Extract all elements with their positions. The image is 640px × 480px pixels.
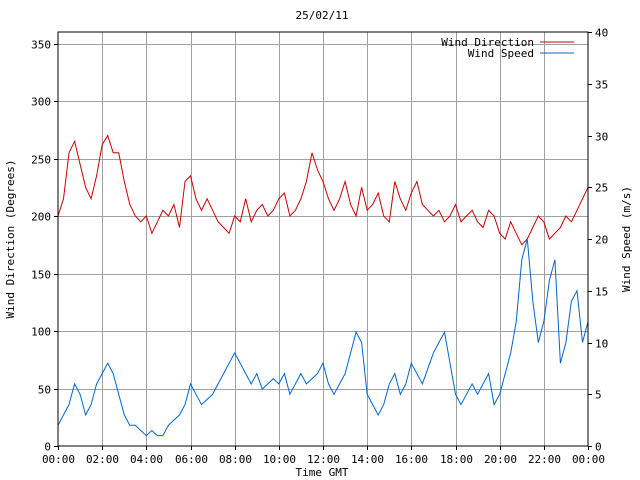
x-tick-label: 00:00 bbox=[42, 453, 75, 466]
x-tick-label: 02:00 bbox=[86, 453, 119, 466]
x-tick-labels: 00:00 02:00 04:00 06:00 08:00 10:00 12:00 14:00… bbox=[42, 453, 605, 466]
grid-lines bbox=[58, 32, 588, 446]
y-right-tick-label: 20 bbox=[595, 234, 608, 247]
y-right-tick-label: 10 bbox=[595, 338, 608, 351]
x-tick-label: 16:00 bbox=[395, 453, 428, 466]
series-line-wind-direction bbox=[57, 134, 589, 246]
x-tick-label: 22:00 bbox=[528, 453, 561, 466]
y-right-tick-labels: 0 5 10 15 20 25 30 35 40 bbox=[595, 27, 608, 454]
x-tick-label: 10:00 bbox=[263, 453, 296, 466]
y-right-tick-label: 5 bbox=[595, 389, 602, 402]
y-right-tick-label: 15 bbox=[595, 286, 608, 299]
y-right-tick-label: 35 bbox=[595, 79, 608, 92]
y-left-tick-label: 100 bbox=[31, 326, 51, 339]
y-right-tick-label: 0 bbox=[595, 441, 602, 454]
x-tick-label: 06:00 bbox=[175, 453, 208, 466]
legend: Wind Direction Wind Speed bbox=[441, 36, 574, 60]
y-left-tick-label: 150 bbox=[31, 269, 51, 282]
x-axis-label: Time GMT bbox=[296, 466, 349, 479]
x-tick-label: 08:00 bbox=[219, 453, 252, 466]
tick-marks bbox=[54, 32, 592, 450]
y-left-tick-label: 300 bbox=[31, 96, 51, 109]
y-left-tick-label: 350 bbox=[31, 39, 51, 52]
chart-title: 25/02/11 bbox=[296, 9, 349, 22]
y-left-tick-label: 0 bbox=[44, 441, 51, 454]
series-line-wind-speed bbox=[57, 238, 589, 437]
y-right-tick-label: 25 bbox=[595, 182, 608, 195]
y-left-tick-label: 200 bbox=[31, 211, 51, 224]
y-left-tick-label: 50 bbox=[38, 384, 51, 397]
y-right-axis-label: Wind Speed (m/s) bbox=[620, 186, 633, 292]
x-tick-label: 20:00 bbox=[484, 453, 517, 466]
y-right-tick-label: 40 bbox=[595, 27, 608, 40]
legend-label-wind-direction: Wind Direction bbox=[441, 36, 534, 49]
x-tick-label: 18:00 bbox=[440, 453, 473, 466]
x-tick-label: 04:00 bbox=[130, 453, 163, 466]
y-right-tick-label: 30 bbox=[595, 131, 608, 144]
y-left-tick-labels: 0 50 100 150 200 250 300 350 bbox=[31, 39, 51, 454]
y-left-axis-label: Wind Direction (Degrees) bbox=[4, 160, 17, 319]
x-tick-label: 00:00 bbox=[572, 453, 605, 466]
x-tick-label: 14:00 bbox=[351, 453, 384, 466]
y-left-tick-label: 250 bbox=[31, 154, 51, 167]
series-layer bbox=[57, 134, 589, 437]
x-tick-label: 12:00 bbox=[307, 453, 340, 466]
legend-label-wind-speed: Wind Speed bbox=[468, 47, 534, 60]
